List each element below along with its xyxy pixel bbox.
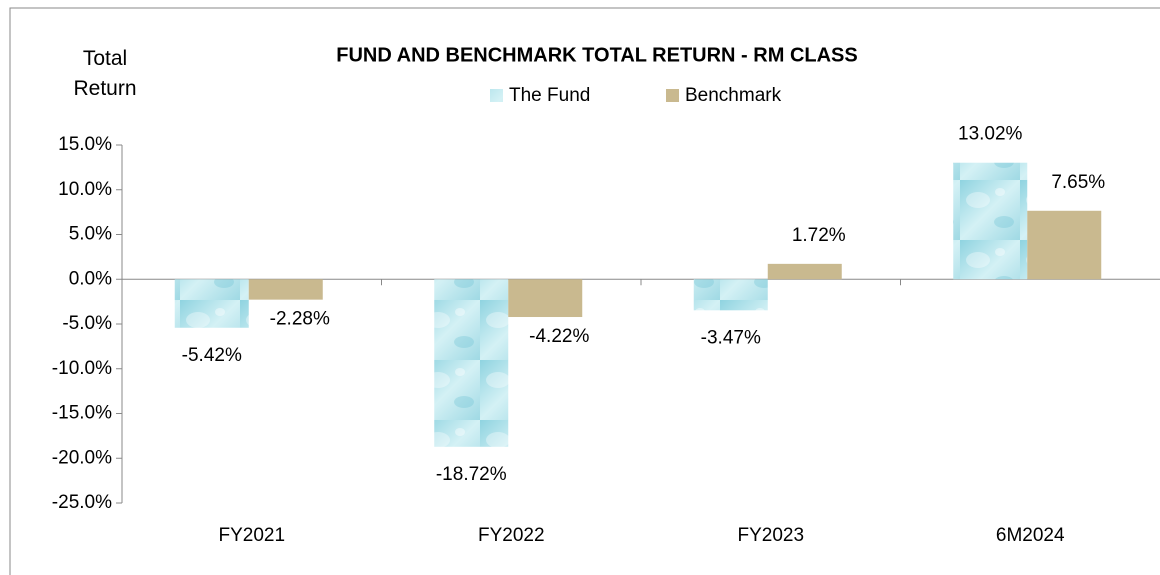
bar: [767, 263, 842, 280]
legend-swatch: [490, 89, 503, 102]
y-tick-label: -25.0%: [52, 492, 112, 513]
bar: [693, 279, 768, 311]
data-label: 13.02%: [958, 124, 1023, 145]
data-label: -2.28%: [270, 309, 330, 330]
bar: [174, 279, 249, 328]
data-label: -5.42%: [182, 345, 242, 366]
legend-label: The Fund: [509, 85, 590, 106]
data-label: -18.72%: [436, 464, 507, 485]
bar: [508, 279, 583, 318]
chart-border: [9, 7, 1160, 575]
bar: [248, 279, 323, 300]
data-label: -4.22%: [529, 326, 589, 347]
bar: [434, 279, 509, 447]
data-label: -3.47%: [701, 327, 761, 348]
y-tick-label: -5.0%: [62, 313, 112, 334]
y-tick-label: -15.0%: [52, 403, 112, 424]
y-tick-label: 5.0%: [69, 224, 112, 245]
y-tick-label: 10.0%: [58, 179, 112, 200]
bar: [953, 162, 1028, 280]
y-tick-label: 0.0%: [69, 268, 112, 289]
chart-title: FUND AND BENCHMARK TOTAL RETURN - RM CLA…: [336, 44, 857, 66]
y-axis-title: Total Return: [73, 47, 137, 100]
x-tick-label: FY2022: [478, 525, 545, 546]
legend-label: Benchmark: [685, 85, 782, 106]
y-tick-label: -10.0%: [52, 358, 112, 379]
x-tick-label: FY2023: [737, 525, 804, 546]
data-label: 7.65%: [1051, 172, 1105, 193]
x-tick-label: 6M2024: [996, 525, 1065, 546]
bar: [1027, 210, 1102, 280]
legend-swatch: [666, 89, 679, 102]
x-tick-label: FY2021: [218, 525, 285, 546]
y-tick-label: 15.0%: [58, 134, 112, 155]
y-tick-label: -20.0%: [52, 447, 112, 468]
data-label: 1.72%: [792, 225, 846, 246]
